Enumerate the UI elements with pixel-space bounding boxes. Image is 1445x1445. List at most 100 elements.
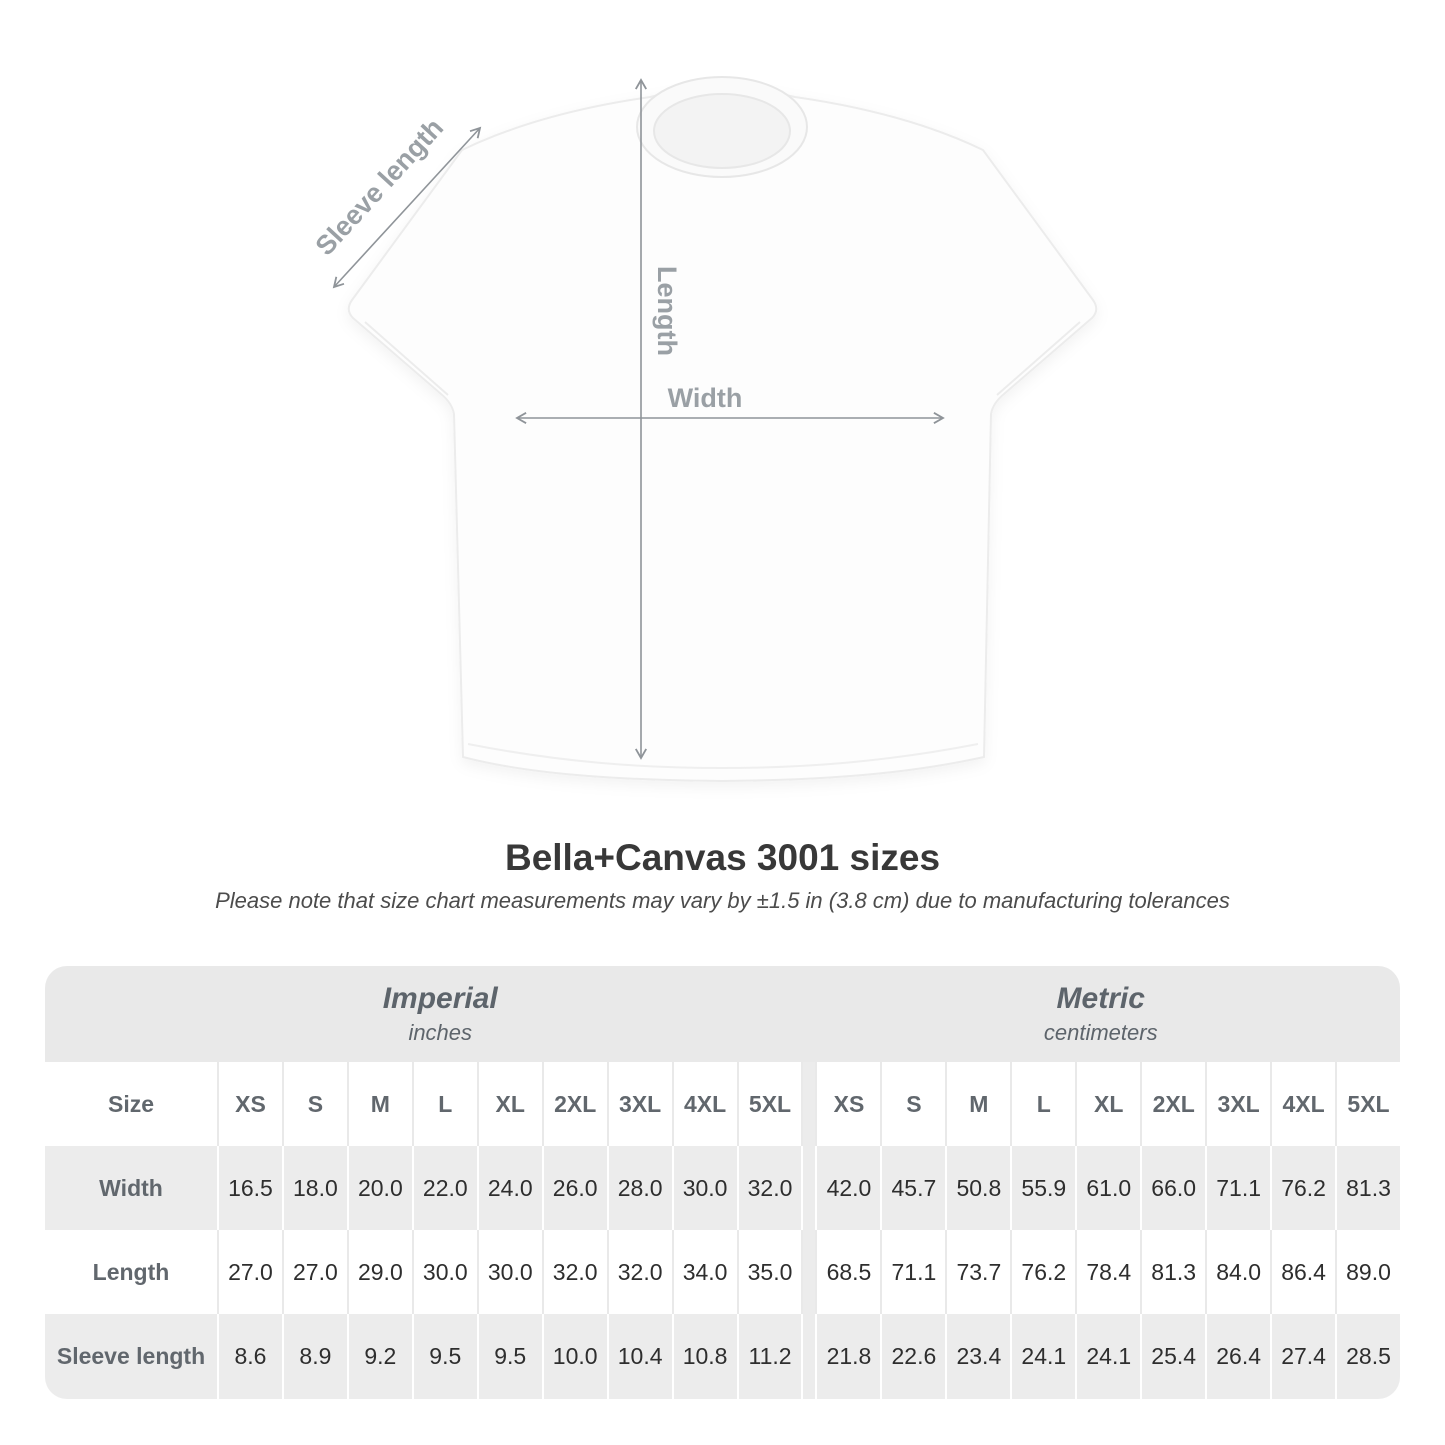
value-imperial: 35.0 xyxy=(736,1230,802,1314)
page-subtitle: Please note that size chart measurements… xyxy=(215,888,1230,913)
value-metric: 23.4 xyxy=(945,1314,1011,1399)
value-metric: 61.0 xyxy=(1075,1146,1141,1230)
value-metric: 86.4 xyxy=(1270,1230,1336,1314)
value-metric: 78.4 xyxy=(1075,1230,1141,1314)
value-imperial: 8.9 xyxy=(281,1314,347,1399)
section-divider xyxy=(801,1230,816,1314)
row-label-length: Length xyxy=(45,1230,217,1314)
value-imperial: 30.0 xyxy=(411,1230,477,1314)
value-imperial: 9.5 xyxy=(411,1314,477,1399)
size-header-metric-M: M xyxy=(945,1062,1011,1146)
value-metric: 71.1 xyxy=(880,1230,946,1314)
size-header-imperial-5XL: 5XL xyxy=(736,1062,802,1146)
value-imperial: 8.6 xyxy=(217,1314,282,1399)
value-imperial: 26.0 xyxy=(541,1146,607,1230)
section-divider xyxy=(801,1146,816,1230)
section-divider xyxy=(801,1062,816,1146)
value-metric: 76.2 xyxy=(1270,1146,1336,1230)
size-header-metric-4XL: 4XL xyxy=(1270,1062,1336,1146)
size-header-metric-XS: XS xyxy=(815,1062,881,1146)
tshirt-bottom-hem-stitch xyxy=(467,743,979,770)
value-metric: 73.7 xyxy=(945,1230,1011,1314)
value-metric: 45.7 xyxy=(880,1146,946,1230)
size-header-metric-L: L xyxy=(1010,1062,1076,1146)
row-label-sleeve-length: Sleeve length xyxy=(45,1314,217,1399)
value-imperial: 10.0 xyxy=(541,1314,607,1399)
value-imperial: 9.5 xyxy=(476,1314,542,1399)
value-metric: 28.5 xyxy=(1335,1314,1400,1399)
value-metric: 55.9 xyxy=(1010,1146,1076,1230)
tshirt-body xyxy=(347,87,1098,783)
size-chart-table: Imperial inches Metric centimeters Size X… xyxy=(45,966,1400,1399)
measurement-arrows xyxy=(332,78,945,760)
row-label-width: Width xyxy=(45,1146,217,1230)
width-label: Width xyxy=(668,383,743,413)
value-metric: 84.0 xyxy=(1205,1230,1271,1314)
imperial-unit-label: inches xyxy=(408,1020,473,1045)
metric-section-header: Metric centimeters xyxy=(801,966,1400,1062)
value-imperial: 22.0 xyxy=(411,1146,477,1230)
value-imperial: 20.0 xyxy=(346,1146,412,1230)
imperial-section-header: Imperial inches xyxy=(45,966,802,1062)
value-imperial: 9.2 xyxy=(346,1314,412,1399)
value-imperial: 29.0 xyxy=(346,1230,412,1314)
size-header-metric-XL: XL xyxy=(1075,1062,1141,1146)
tshirt-left-sleeve-hem xyxy=(364,321,449,396)
value-metric: 71.1 xyxy=(1205,1146,1271,1230)
size-header-metric-S: S xyxy=(880,1062,946,1146)
value-imperial: 10.8 xyxy=(671,1314,737,1399)
value-metric: 25.4 xyxy=(1140,1314,1206,1399)
size-header-imperial-XL: XL xyxy=(476,1062,542,1146)
tshirt-right-sleeve-hem xyxy=(996,321,1081,396)
value-imperial: 18.0 xyxy=(281,1146,347,1230)
size-header-imperial-M: M xyxy=(346,1062,412,1146)
value-metric: 42.0 xyxy=(815,1146,881,1230)
value-metric: 81.3 xyxy=(1140,1230,1206,1314)
value-metric: 81.3 xyxy=(1335,1146,1400,1230)
value-metric: 24.1 xyxy=(1075,1314,1141,1399)
value-imperial: 30.0 xyxy=(671,1146,737,1230)
value-imperial: 28.0 xyxy=(606,1146,672,1230)
page-title: Bella+Canvas 3001 sizes xyxy=(504,837,941,878)
value-metric: 22.6 xyxy=(880,1314,946,1399)
value-imperial: 27.0 xyxy=(217,1230,282,1314)
value-imperial: 34.0 xyxy=(671,1230,737,1314)
value-metric: 68.5 xyxy=(815,1230,881,1314)
value-imperial: 11.2 xyxy=(736,1314,802,1399)
value-imperial: 16.5 xyxy=(217,1146,282,1230)
size-column-header: Size xyxy=(45,1062,217,1146)
value-metric: 89.0 xyxy=(1335,1230,1400,1314)
tshirt-image xyxy=(347,76,1098,783)
value-imperial: 32.0 xyxy=(541,1230,607,1314)
value-metric: 24.1 xyxy=(1010,1314,1076,1399)
value-metric: 21.8 xyxy=(815,1314,881,1399)
value-imperial: 32.0 xyxy=(606,1230,672,1314)
value-imperial: 10.4 xyxy=(606,1314,672,1399)
value-metric: 50.8 xyxy=(945,1146,1011,1230)
value-metric: 76.2 xyxy=(1010,1230,1076,1314)
size-header-imperial-2XL: 2XL xyxy=(541,1062,607,1146)
size-header-metric-2XL: 2XL xyxy=(1140,1062,1206,1146)
value-imperial: 30.0 xyxy=(476,1230,542,1314)
value-imperial: 27.0 xyxy=(281,1230,347,1314)
tshirt-measurement-diagram: Sleeve length Length Width xyxy=(310,76,1098,783)
value-imperial: 32.0 xyxy=(736,1146,802,1230)
metric-label: Metric xyxy=(1056,982,1145,1015)
size-header-metric-5XL: 5XL xyxy=(1335,1062,1400,1146)
size-header-imperial-L: L xyxy=(411,1062,477,1146)
value-metric: 66.0 xyxy=(1140,1146,1206,1230)
size-header-imperial-S: S xyxy=(281,1062,347,1146)
sleeve-length-arrow xyxy=(332,126,482,289)
size-header-imperial-XS: XS xyxy=(217,1062,282,1146)
metric-unit-label: centimeters xyxy=(1043,1020,1158,1045)
size-header-imperial-3XL: 3XL xyxy=(606,1062,672,1146)
value-imperial: 24.0 xyxy=(476,1146,542,1230)
length-label: Length xyxy=(652,266,682,356)
size-header-metric-3XL: 3XL xyxy=(1205,1062,1271,1146)
value-metric: 26.4 xyxy=(1205,1314,1271,1399)
imperial-label: Imperial xyxy=(382,982,498,1015)
value-metric: 27.4 xyxy=(1270,1314,1336,1399)
section-divider xyxy=(801,1314,816,1399)
tshirt-diagram-svg: Sleeve length Length Width xyxy=(310,76,1098,783)
size-header-imperial-4XL: 4XL xyxy=(671,1062,737,1146)
